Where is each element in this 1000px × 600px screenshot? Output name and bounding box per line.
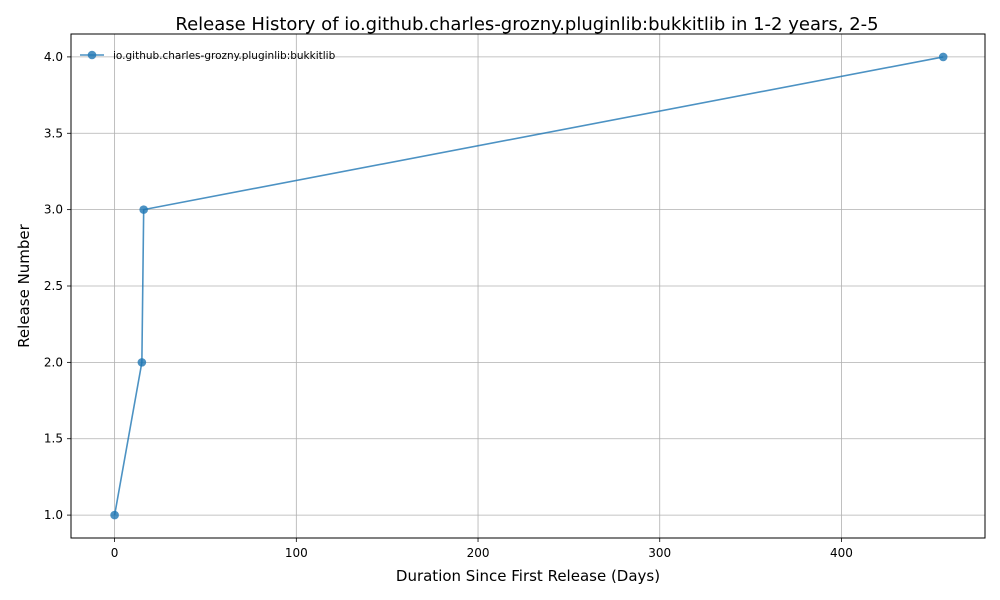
x-tick-label: 400	[830, 546, 853, 560]
data-point	[137, 358, 147, 367]
x-axis-ticks: 0 100 200 300 400	[111, 538, 853, 560]
chart-title: Release History of io.github.charles-gro…	[175, 14, 878, 35]
series-layer	[110, 52, 948, 520]
x-tick-label: 300	[648, 546, 671, 560]
y-tick-label: 3.5	[44, 126, 63, 140]
y-tick-label: 4.0	[44, 50, 63, 64]
y-tick-label: 2.0	[44, 355, 63, 369]
legend-label: io.github.charles-grozny.pluginlib:bukki…	[113, 50, 336, 62]
y-tick-label: 1.5	[44, 432, 63, 446]
legend: io.github.charles-grozny.pluginlib:bukki…	[80, 50, 336, 62]
data-point	[139, 205, 148, 214]
y-axis-ticks: 1.0 1.5 2.0 2.5 3.0 3.5 4.0	[44, 50, 71, 522]
data-point	[110, 510, 119, 520]
x-tick-label: 200	[467, 546, 490, 560]
x-tick-label: 100	[285, 546, 308, 560]
legend-marker-swatch	[87, 50, 97, 60]
y-tick-label: 2.5	[44, 279, 63, 293]
series-line	[113, 56, 944, 516]
x-tick-label: 0	[111, 546, 119, 560]
data-point	[938, 52, 948, 62]
y-tick-label: 1.0	[44, 508, 63, 522]
y-tick-label: 3.0	[44, 203, 63, 217]
y-axis-label: Release Number	[15, 223, 33, 347]
grid	[71, 34, 985, 538]
x-axis-label: Duration Since First Release (Days)	[396, 567, 660, 585]
